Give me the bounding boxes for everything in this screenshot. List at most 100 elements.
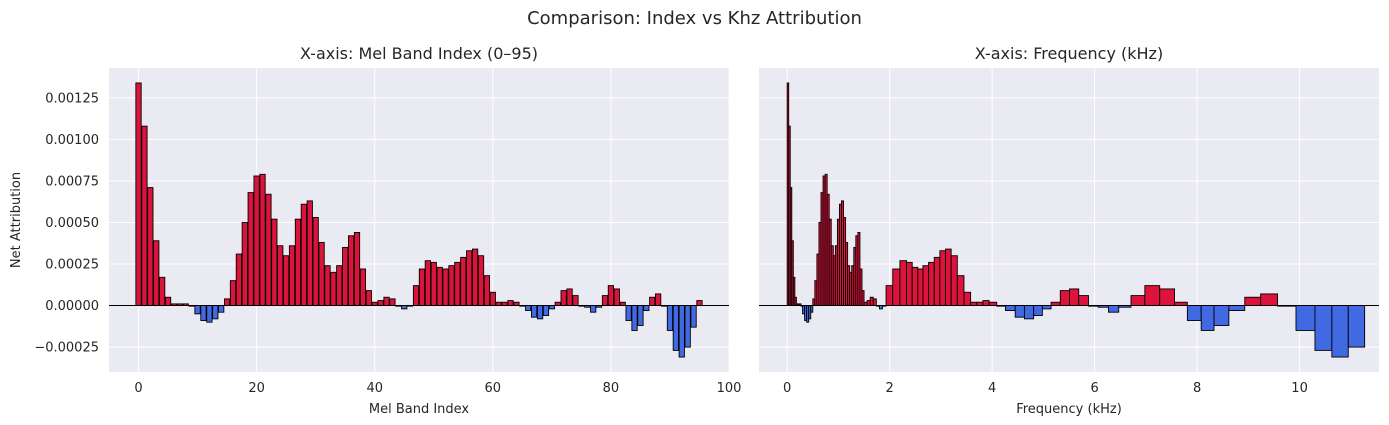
bar-negative xyxy=(1005,305,1016,311)
bar-positive xyxy=(885,285,894,307)
x-axis-label: Frequency (kHz) xyxy=(1016,402,1122,417)
bar-positive xyxy=(899,260,908,307)
bar-positive xyxy=(259,173,266,307)
bar-positive xyxy=(613,288,620,307)
bar-positive xyxy=(383,296,390,307)
bar-positive xyxy=(235,253,243,307)
x-tick-label: 10 xyxy=(1291,381,1308,396)
bar-positive xyxy=(945,248,952,307)
bar-positive xyxy=(1078,295,1089,307)
bar-positive xyxy=(866,300,871,307)
bar-positive xyxy=(271,218,278,307)
bar-negative xyxy=(1213,305,1230,326)
bar-positive xyxy=(253,175,260,307)
bar-positive xyxy=(147,187,154,307)
bar-negative xyxy=(542,305,550,316)
x-tick-label: 2 xyxy=(886,381,894,396)
bar-positive xyxy=(153,240,160,307)
bar-positive xyxy=(906,261,913,307)
bar-positive xyxy=(956,275,965,307)
bar-negative xyxy=(643,305,650,311)
bar-positive xyxy=(389,298,396,307)
bar-positive xyxy=(892,268,901,307)
y-tick-label: 0.00100 xyxy=(45,133,99,148)
bar-positive xyxy=(454,261,461,307)
bar-positive xyxy=(312,217,319,307)
figure-suptitle: Comparison: Index vs Khz Attribution xyxy=(527,8,862,29)
bar-positive xyxy=(1159,288,1176,307)
bar-negative xyxy=(1295,305,1316,331)
bar-positive xyxy=(347,235,355,307)
bar-negative xyxy=(1186,305,1202,321)
bar-positive xyxy=(869,296,874,307)
bar-positive xyxy=(359,268,367,307)
bar-positive xyxy=(265,193,272,307)
bar-positive xyxy=(324,265,331,307)
bar-positive xyxy=(911,266,919,307)
bar-positive xyxy=(655,293,662,307)
bar-positive xyxy=(135,82,142,307)
bar-positive xyxy=(466,250,473,307)
bar-positive xyxy=(1144,285,1161,307)
y-tick-label: −0.00025 xyxy=(34,341,99,356)
bar-positive xyxy=(872,298,877,307)
bar-positive xyxy=(283,255,290,307)
bar-positive xyxy=(330,271,337,307)
bar-positive xyxy=(1260,293,1278,307)
bar-negative xyxy=(684,305,691,348)
bar-positive xyxy=(471,248,479,307)
bar-positive xyxy=(141,125,148,307)
bar-negative xyxy=(1331,305,1349,358)
bar-negative xyxy=(218,305,225,313)
bar-negative xyxy=(672,305,679,351)
y-tick-label: 0.00025 xyxy=(45,258,99,273)
x-tick-label: 4 xyxy=(988,381,996,396)
bar-positive xyxy=(649,296,656,307)
bar-positive xyxy=(277,245,284,307)
bar-positive xyxy=(1059,290,1070,307)
bar-positive xyxy=(318,241,325,307)
bar-positive xyxy=(229,280,237,307)
bar-positive xyxy=(300,203,307,307)
bar-negative xyxy=(1228,305,1246,311)
bar-negative xyxy=(1108,305,1120,313)
bar-negative xyxy=(666,305,674,331)
bar-positive xyxy=(247,192,254,307)
bar-positive xyxy=(1244,296,1262,307)
bar-negative xyxy=(637,305,644,326)
bar-negative xyxy=(525,305,532,311)
bar-positive xyxy=(294,218,302,307)
bar-negative xyxy=(206,305,213,323)
bar-positive xyxy=(607,285,615,307)
bar-positive xyxy=(241,222,248,307)
bar-positive xyxy=(477,255,485,307)
x-axis-label: Mel Band Index xyxy=(369,402,470,417)
bar-positive xyxy=(430,261,437,307)
bar-negative xyxy=(1314,305,1333,351)
bar-positive xyxy=(442,268,449,307)
bar-positive xyxy=(342,246,349,307)
y-tick-label: 0.00075 xyxy=(45,174,99,189)
bar-negative xyxy=(1200,305,1215,331)
bar-positive xyxy=(365,290,372,307)
bar-negative xyxy=(625,305,632,321)
x-tick-label: 20 xyxy=(248,381,265,396)
y-tick-label: 0.00125 xyxy=(45,91,99,106)
bar-negative xyxy=(200,305,207,321)
bar-positive xyxy=(418,268,426,307)
bar-positive xyxy=(939,250,946,307)
bar-positive xyxy=(982,300,990,307)
bar-negative xyxy=(1347,305,1366,348)
bar-positive xyxy=(412,285,420,307)
bar-positive xyxy=(436,266,443,307)
x-tick-label: 0 xyxy=(783,381,791,396)
bar-positive xyxy=(933,256,941,307)
bar-negative xyxy=(1014,305,1025,318)
bar-negative xyxy=(531,305,538,318)
bar-positive xyxy=(1069,288,1080,307)
bar-negative xyxy=(810,305,814,313)
bar-positive xyxy=(448,265,455,307)
bar-negative xyxy=(194,305,201,315)
bar-positive xyxy=(483,275,491,307)
bar-positive xyxy=(572,295,579,307)
